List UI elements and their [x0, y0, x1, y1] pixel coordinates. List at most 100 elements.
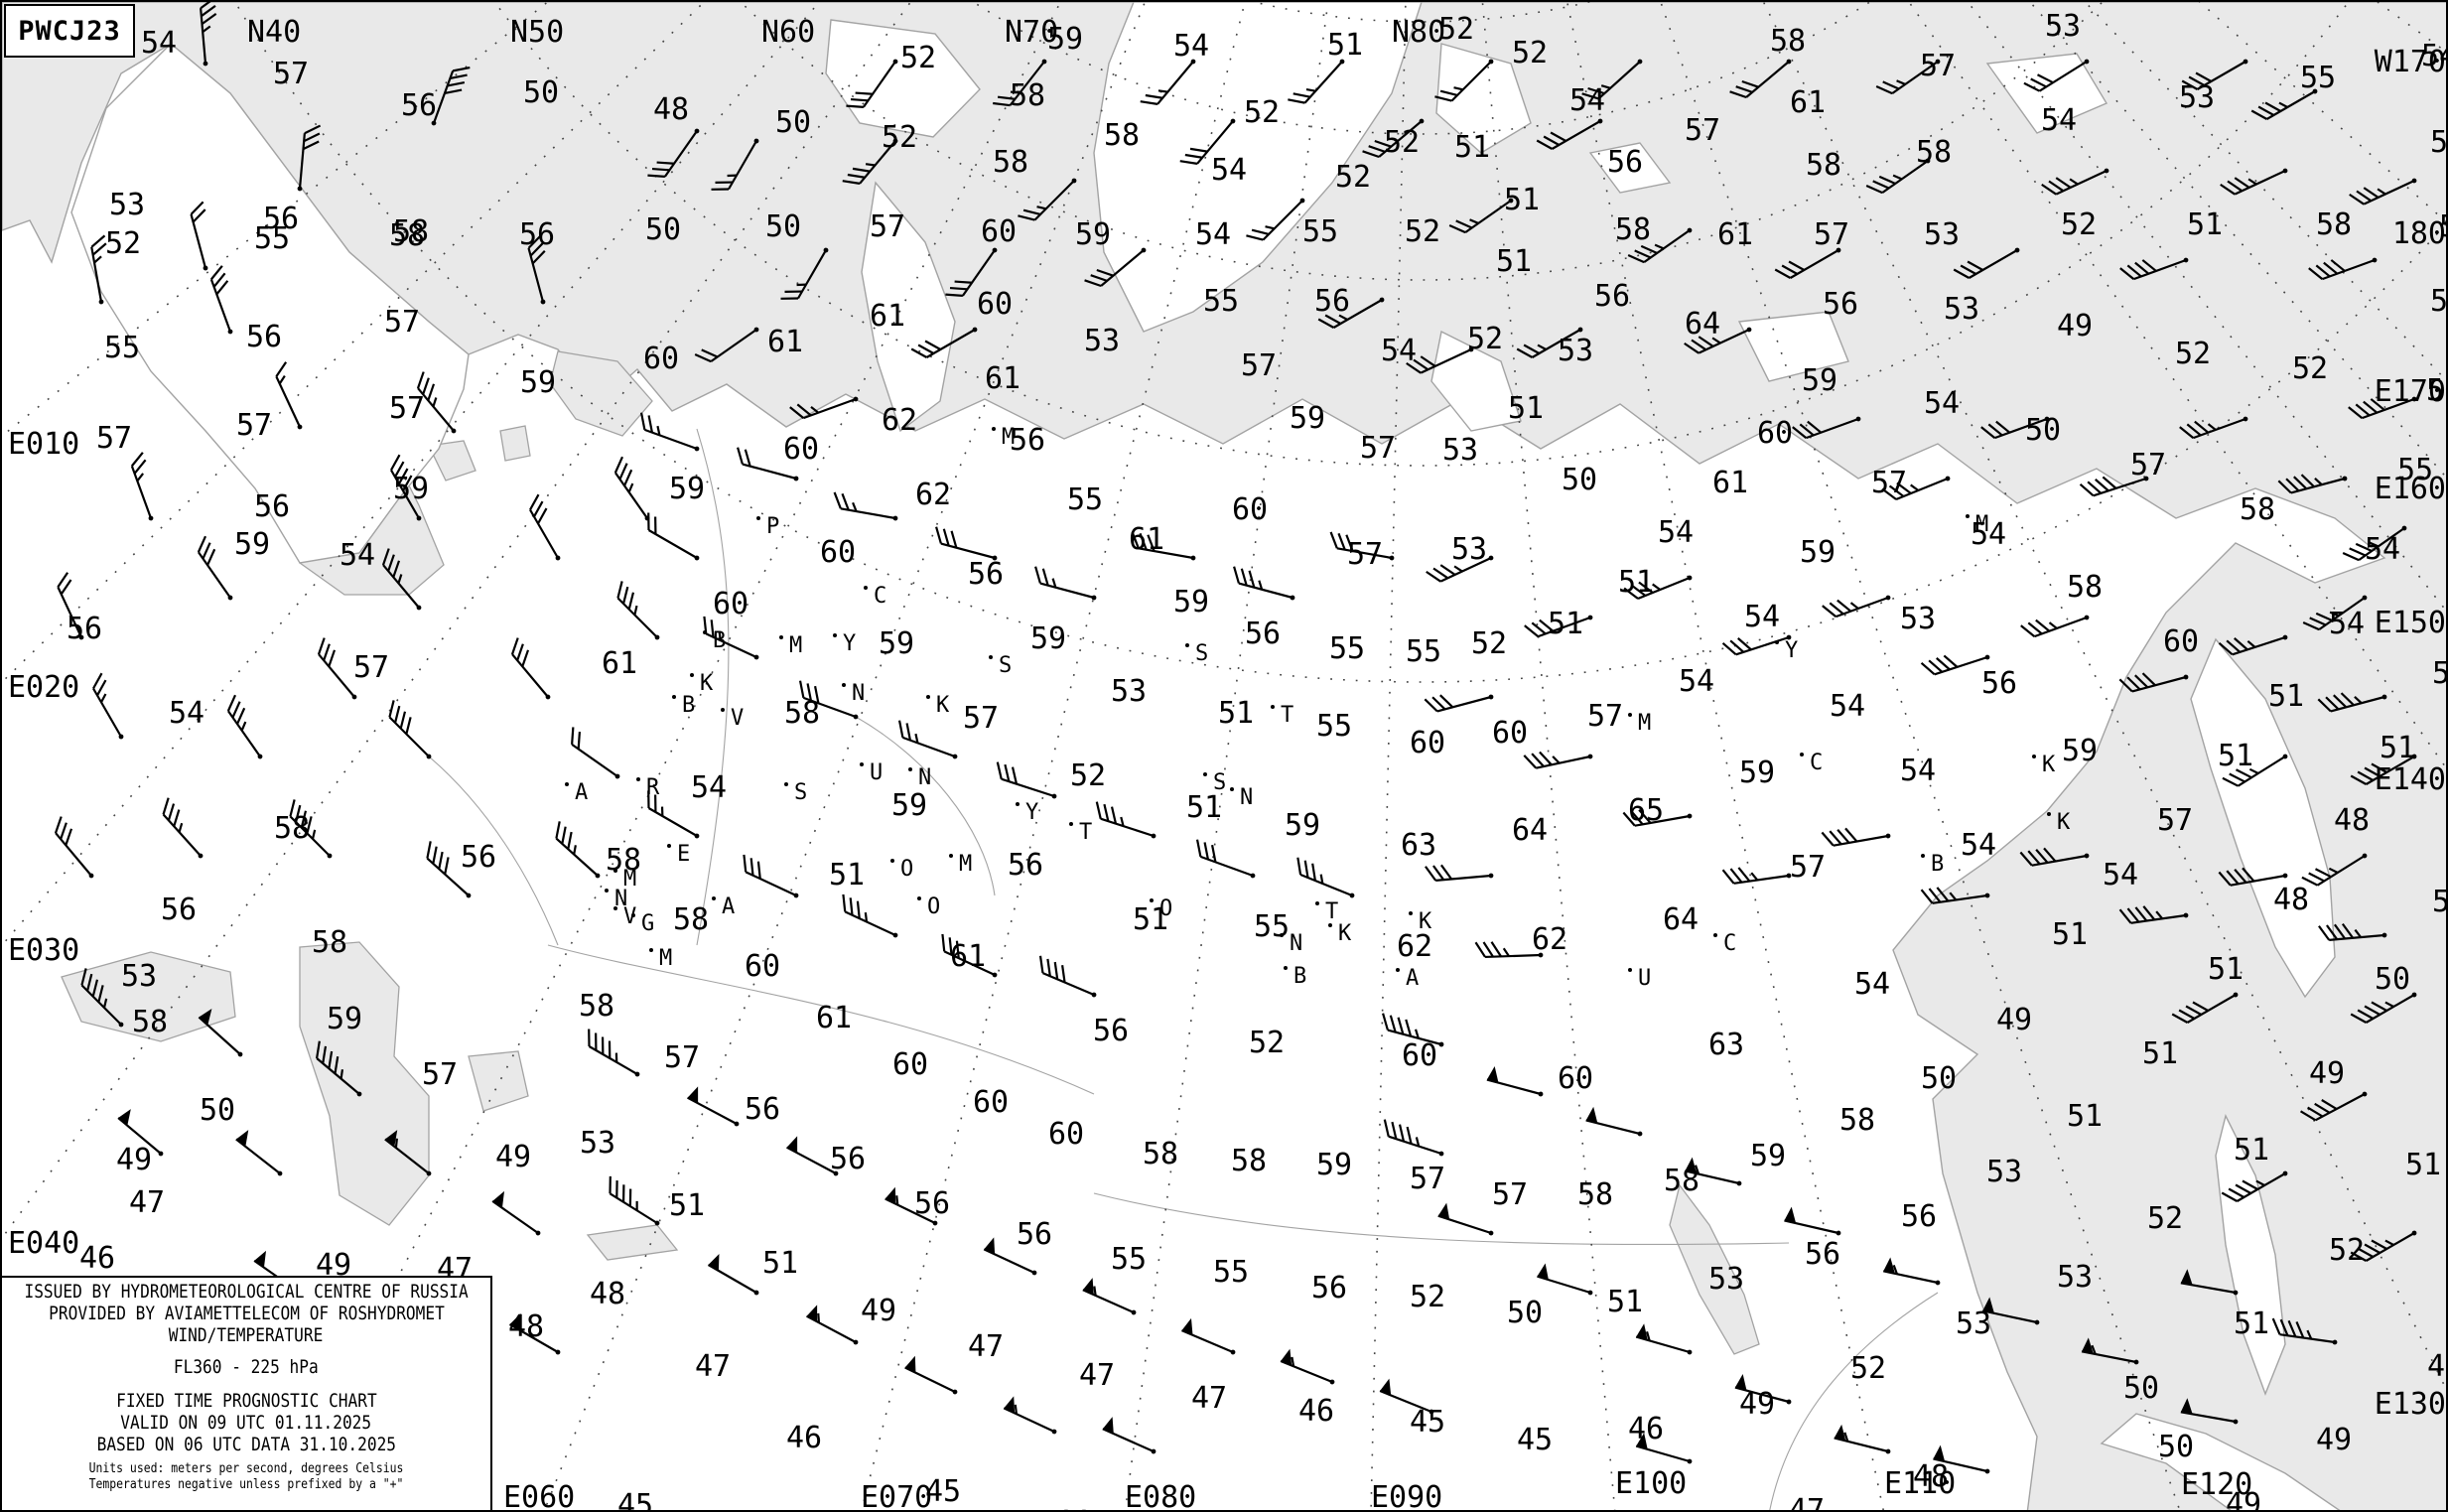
wind-barb	[1865, 158, 1931, 195]
temperature-label: 56	[1981, 666, 2017, 701]
station-dot	[833, 633, 837, 637]
temperature-label: 54	[1971, 517, 2006, 552]
wind-barb	[1288, 59, 1345, 104]
temperature-label: 51	[2067, 1099, 2103, 1134]
station-dot	[992, 427, 996, 431]
wind-barb	[2221, 1170, 2288, 1202]
city-letter: K	[2042, 753, 2056, 777]
wind-barb	[2318, 922, 2387, 941]
wind-barb	[798, 680, 859, 720]
temperature-label: 59	[2062, 734, 2098, 768]
temperature-label: 61	[950, 939, 986, 974]
temperature-label: 46	[1628, 1412, 1664, 1446]
temperature-label: 60	[643, 342, 679, 376]
temperature-label: 61	[602, 646, 637, 681]
wind-barb	[2218, 867, 2288, 887]
temperature-label: 57	[963, 701, 999, 736]
city-letter: Y	[1785, 638, 1798, 663]
wind-barb	[1920, 887, 1990, 904]
temperature-label: 60	[783, 432, 819, 467]
wind-barb	[935, 526, 998, 561]
station-dot	[667, 844, 671, 848]
grid-label-bottom: E120	[2181, 1467, 2252, 1502]
wind-barb	[647, 512, 700, 561]
temperature-label: 59	[669, 472, 705, 506]
temperature-label: 58	[393, 214, 429, 249]
wind-barb	[884, 1186, 938, 1226]
wind-barb	[2118, 672, 2189, 693]
temperature-label: 53	[1944, 292, 1979, 327]
temperature-label: 56	[519, 217, 555, 252]
city-letter: M	[789, 633, 802, 658]
wind-barb	[2302, 595, 2368, 631]
temperature-label: 54	[1569, 83, 1605, 118]
temperature-label: 59	[393, 472, 429, 506]
wind-barb	[275, 361, 303, 430]
temperature-label: 51	[1496, 244, 1532, 279]
chart-id: PWCJ23	[18, 15, 121, 47]
wind-barb	[711, 138, 759, 191]
units-note: Units used: meters per second, degrees C…	[88, 1461, 404, 1476]
wind-barb	[897, 720, 958, 759]
wind-barb	[2350, 754, 2417, 785]
temperature-label: 59	[879, 626, 914, 661]
temperature-label: 49	[1739, 1387, 1775, 1422]
wind-barb	[616, 581, 660, 640]
temperature-label: 51	[2234, 1133, 2269, 1168]
border-line	[1093, 1192, 1790, 1246]
station-dot	[1150, 898, 1154, 902]
temperature-label: 57	[2430, 284, 2448, 319]
border-line	[855, 716, 996, 896]
wind-barb	[1034, 566, 1097, 601]
station-dot	[1921, 854, 1925, 858]
wind-barb	[993, 59, 1047, 107]
temperature-label: 50	[765, 209, 801, 244]
station-dot	[779, 635, 783, 639]
temperature-label: 55	[1316, 709, 1352, 744]
temperature-label: 58	[1916, 135, 1952, 170]
temperature-label: 56	[263, 202, 299, 236]
temperature-label: 55	[1067, 482, 1103, 517]
temp-note: Temperatures negative unless prefixed by…	[88, 1477, 404, 1492]
temperature-label: 56	[1607, 145, 1643, 180]
wind-barb	[910, 327, 978, 358]
station-dot	[917, 896, 921, 900]
wind-barb	[162, 797, 204, 859]
temperature-label: 53	[1708, 1262, 1744, 1297]
wind-barb	[1684, 327, 1752, 354]
wind-barb	[707, 1254, 759, 1296]
temperature-label: 55	[1254, 909, 1290, 944]
wind-barb	[1933, 1444, 1990, 1474]
city-letter: M	[1975, 512, 1988, 537]
temperature-label: 48	[653, 92, 689, 127]
temperature-label: 52	[105, 226, 141, 261]
wind-barb	[1246, 198, 1305, 241]
water-body	[586, 1224, 679, 1261]
wind-barb	[694, 327, 759, 363]
wind-barb	[2222, 754, 2288, 787]
landmass	[861, 181, 956, 433]
temperature-label: 56	[401, 88, 437, 123]
temperature-label: 59	[1739, 756, 1775, 790]
landmass	[2190, 637, 2336, 999]
wind-barb	[416, 371, 457, 434]
temperature-label: 58	[2067, 570, 2103, 605]
temperature-label: 49	[2057, 309, 2093, 344]
temperature-label: 51	[2218, 739, 2253, 773]
wind-barb	[1537, 1263, 1593, 1296]
wind-barb	[1834, 1424, 1891, 1454]
temperature-label: 56	[1314, 284, 1350, 319]
wind-barb	[647, 790, 700, 839]
temperature-label: 51	[1454, 130, 1490, 165]
temperature-label: 56	[246, 320, 282, 354]
wind-barb	[2180, 1269, 2239, 1296]
temperature-label: 58	[606, 843, 641, 878]
temperature-label: 57	[2130, 448, 2166, 482]
temperature-label: 59	[1290, 401, 1325, 436]
wind-barb	[1729, 59, 1792, 99]
wind-barb	[2020, 615, 2090, 638]
temperature-label: 52	[1512, 36, 1548, 70]
temperature-label: 55	[2397, 453, 2433, 487]
temperature-label: 52	[1471, 626, 1507, 661]
temperature-label: 57	[1871, 466, 1907, 500]
